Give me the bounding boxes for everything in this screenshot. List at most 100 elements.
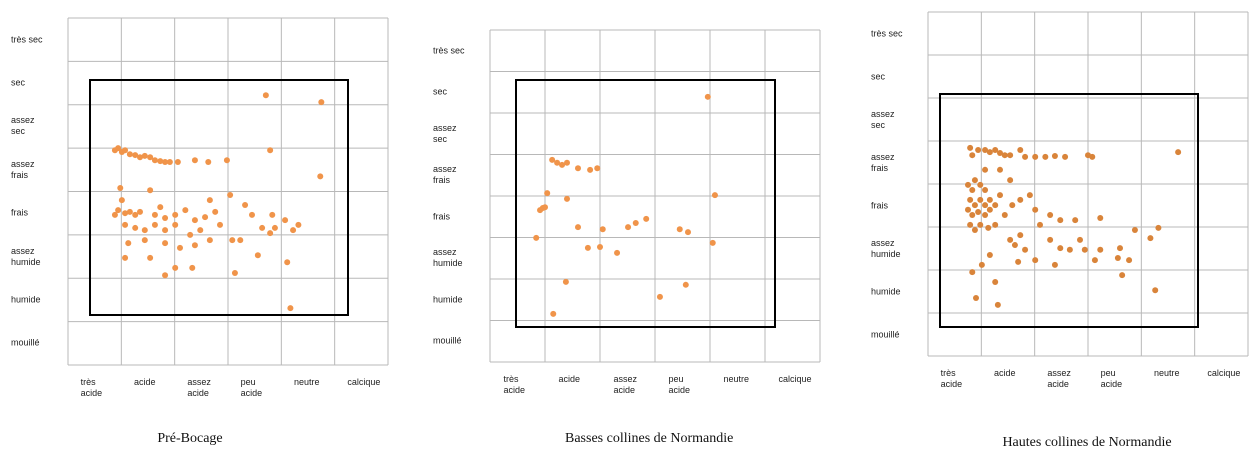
y-tick-label: humide — [433, 294, 463, 305]
point — [1007, 236, 1014, 243]
y-tick-label: humide — [871, 286, 901, 296]
point — [1009, 202, 1016, 209]
y-tick-label: sec — [433, 86, 448, 97]
point — [973, 294, 979, 301]
point — [967, 221, 974, 228]
point — [174, 159, 181, 166]
point — [1022, 153, 1029, 160]
point — [269, 211, 276, 218]
point — [632, 219, 639, 226]
point — [625, 224, 632, 231]
point — [151, 157, 158, 164]
point — [997, 166, 1003, 173]
point — [197, 227, 204, 234]
point — [986, 196, 993, 203]
point — [141, 227, 148, 234]
point — [147, 187, 154, 194]
point — [969, 152, 976, 159]
point — [267, 147, 274, 154]
point — [191, 217, 198, 224]
point — [1047, 211, 1054, 218]
chart-caption: Basses collines de Normandie — [565, 431, 734, 446]
point — [992, 221, 999, 228]
point — [172, 221, 179, 228]
point — [1072, 217, 1079, 224]
point — [1051, 153, 1058, 160]
point — [559, 161, 566, 168]
point — [1077, 236, 1083, 243]
point — [157, 158, 164, 165]
point — [1032, 206, 1039, 213]
point — [1081, 246, 1088, 253]
point — [271, 224, 278, 231]
y-tick-label: assez frais — [871, 151, 895, 173]
y-tick-label: assez sec — [433, 122, 457, 144]
point — [318, 99, 325, 106]
point — [1152, 287, 1159, 294]
point — [1119, 272, 1126, 279]
point — [172, 264, 179, 271]
point — [1022, 246, 1029, 253]
point — [676, 226, 683, 233]
point — [1017, 196, 1024, 203]
y-tick-label: assez humide — [871, 237, 901, 259]
point — [986, 149, 993, 156]
point — [1097, 214, 1104, 221]
point — [992, 202, 999, 209]
y-tick-label: assez humide — [433, 247, 463, 269]
point — [126, 208, 133, 215]
point — [539, 205, 546, 212]
x-tick-label: peu acide — [668, 374, 691, 395]
x-tick-label: acide — [134, 377, 156, 387]
y-tick-label: frais — [433, 211, 451, 222]
point — [575, 224, 581, 231]
y-tick-label: mouillé — [871, 329, 900, 339]
point — [584, 244, 591, 251]
point — [992, 147, 999, 154]
point — [1066, 246, 1073, 253]
point — [157, 204, 164, 211]
x-tick-label: peu acide — [1100, 368, 1123, 389]
point — [237, 237, 244, 244]
x-tick-label: assez acide — [1047, 368, 1071, 389]
point — [147, 154, 154, 161]
point — [656, 293, 663, 300]
point — [172, 211, 179, 218]
point — [1126, 257, 1133, 264]
point — [997, 192, 1003, 199]
point — [975, 147, 982, 154]
point — [709, 239, 716, 246]
y-tick-label: assez sec — [11, 115, 35, 137]
point — [1089, 153, 1096, 160]
point — [1131, 227, 1138, 234]
point — [141, 237, 148, 244]
x-tick-label: calcique — [778, 374, 812, 384]
point — [227, 191, 234, 198]
point — [111, 211, 118, 218]
x-tick-label: calcique — [1207, 368, 1241, 378]
point — [206, 197, 213, 204]
point — [967, 144, 974, 151]
point — [977, 221, 984, 228]
point — [1007, 152, 1014, 159]
point — [975, 208, 982, 215]
point — [997, 150, 1003, 157]
point — [564, 159, 570, 166]
point — [1117, 245, 1123, 252]
point — [982, 202, 989, 209]
x-tick-label: très acide — [80, 377, 103, 398]
point — [191, 157, 198, 164]
point — [992, 279, 999, 286]
point — [122, 210, 129, 217]
point — [317, 173, 324, 180]
y-tick-label: sec — [11, 77, 26, 88]
point — [1147, 235, 1154, 242]
point — [191, 242, 198, 249]
x-tick-label: acide — [558, 374, 581, 384]
point — [284, 259, 291, 266]
frame-box — [939, 93, 1199, 328]
point — [1062, 153, 1069, 160]
point — [1017, 232, 1024, 239]
chart-caption: Hautes collines de Normandie — [1002, 435, 1172, 450]
y-tick-label: humide — [11, 294, 41, 305]
